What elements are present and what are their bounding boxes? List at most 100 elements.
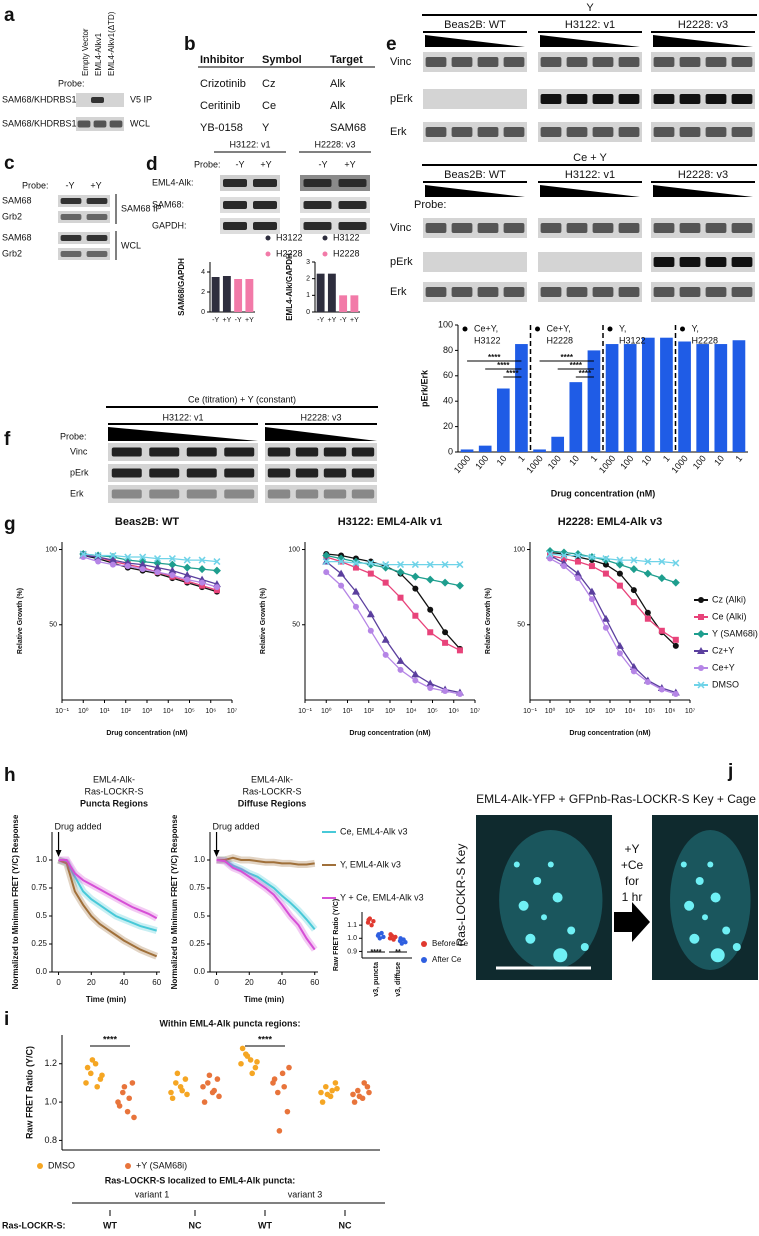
panel-subtitle: Ras-LOCKR-S localized to EML4-Alk puncta…: [105, 1175, 296, 1185]
panel-title: Within EML4-Alk puncta regions:: [160, 1018, 301, 1028]
x-axis-label: Drug concentration (nM): [551, 488, 656, 498]
blot-band: [338, 201, 367, 209]
data-point: [644, 615, 651, 622]
titration-wedge: [108, 427, 258, 441]
x-tick-label: 100: [691, 453, 708, 471]
data-point: [399, 941, 404, 946]
data-point: [658, 558, 666, 566]
data-point: [616, 556, 624, 564]
data-point: [602, 561, 609, 568]
x-tick-label: 60: [152, 978, 161, 987]
blot-band: [503, 223, 525, 233]
legend-label: Y (SAM68i): [712, 628, 758, 638]
row-label: SAM68/KHDRBS1: [2, 94, 77, 104]
x-tick-label: 10²: [585, 708, 596, 715]
annotation: Drug added: [55, 821, 102, 831]
data-point: [183, 556, 191, 564]
series-line: [326, 554, 461, 587]
series-line: [325, 571, 461, 695]
bar: [569, 382, 583, 452]
data-point: [355, 1087, 361, 1094]
data-point: [84, 1064, 91, 1071]
significance-label: ****: [561, 353, 574, 362]
blot-band: [186, 489, 217, 499]
row-label: pErk: [390, 256, 413, 268]
legend-label: Ce (Alki): [712, 611, 747, 621]
legend-marker: [265, 251, 271, 257]
data-point: [602, 570, 609, 577]
y-tick-label: 0.75: [189, 883, 205, 892]
data-point: [168, 555, 176, 563]
data-point: [615, 560, 624, 569]
row-label: SAM68: [2, 232, 32, 242]
blot-band: [679, 287, 701, 297]
panel-letter: g: [4, 514, 16, 535]
data-point: [574, 575, 581, 582]
x-axis-label: Drug concentration (nM): [349, 730, 430, 737]
x-tick-label: -Y: [235, 317, 242, 324]
series-line: [216, 859, 316, 951]
blot-band: [566, 57, 588, 67]
table-cell: Alk: [330, 78, 346, 90]
data-point: [131, 1114, 137, 1121]
row-label: Erk: [70, 488, 84, 498]
blot: [423, 122, 527, 142]
y-tick-label: 0.0: [36, 967, 48, 976]
blot-band: [653, 223, 675, 233]
y-tick-label: 40: [443, 396, 453, 406]
blot-band: [224, 447, 255, 457]
x-tick-label: 20: [87, 978, 96, 987]
y-axis-label: Raw FRET Ratio (Y/C): [333, 899, 340, 971]
blot-band: [223, 222, 247, 230]
blot-band: [86, 214, 108, 220]
x-tick-label: 10: [712, 453, 726, 467]
panel-letter: c: [4, 153, 15, 174]
cell-line: H3122: v1: [565, 169, 615, 181]
data-point: [198, 565, 207, 574]
x-tick-label: 10²: [364, 708, 375, 715]
table-header: Inhibitor: [200, 54, 245, 66]
data-point: [168, 566, 177, 574]
x-tick-label: 10⁶: [665, 708, 676, 715]
data-point: [154, 569, 161, 576]
blot-band: [425, 223, 447, 233]
data-point: [371, 919, 376, 924]
y-axis-label: Raw FRET Ratio (Y/C): [24, 1046, 34, 1139]
data-point: [238, 1060, 244, 1067]
titration-wedge: [653, 35, 753, 47]
panel-letter: f: [4, 429, 11, 450]
blot-band: [323, 468, 347, 478]
data-point: [366, 917, 371, 923]
blot: [108, 443, 258, 461]
data-point: [153, 563, 162, 571]
data-point: [169, 572, 176, 579]
data-point: [574, 558, 581, 565]
x-tick-label: 10⁶: [205, 708, 216, 715]
row-label: Grb2: [2, 211, 22, 221]
x-tick-label: +Y: [245, 317, 254, 324]
blot: [651, 218, 755, 238]
legend-marker: [697, 630, 705, 638]
x-tick-label: NC: [189, 1220, 202, 1230]
data-point: [286, 1064, 292, 1071]
data-point: [377, 936, 382, 941]
blot-band: [303, 201, 332, 209]
condition-label: +Y: [90, 180, 101, 190]
legend-label: +Y (SAM68i): [136, 1160, 187, 1170]
data-point: [602, 555, 610, 563]
blot-header: Ce + Y: [573, 152, 607, 164]
x-tick-label: 10⁶: [448, 708, 459, 715]
blot: [538, 282, 642, 302]
blot-band: [653, 257, 675, 267]
puncta: [684, 900, 695, 911]
puncta: [547, 861, 554, 868]
x-tick-label: 100: [618, 453, 635, 471]
treatment-label: for: [625, 874, 639, 888]
blot-band: [149, 468, 180, 478]
data-point: [126, 1095, 132, 1102]
blot-band: [618, 127, 640, 137]
x-tick-label: 10⁻¹: [55, 708, 69, 715]
significance-label: ****: [258, 1034, 273, 1044]
data-point: [169, 1095, 176, 1102]
cell-line: H3122: v1: [162, 412, 203, 422]
